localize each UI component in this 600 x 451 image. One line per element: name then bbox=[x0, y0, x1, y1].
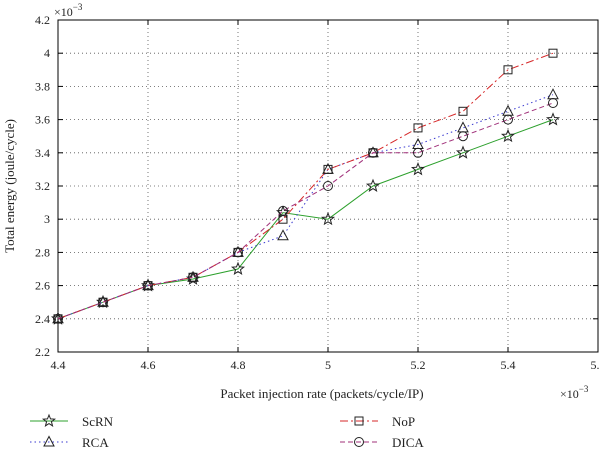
y-tick-label: 2.6 bbox=[35, 279, 50, 293]
y-tick-label: 3.2 bbox=[35, 179, 50, 193]
data-point-dica bbox=[233, 247, 243, 258]
y-tick-label: 3.8 bbox=[35, 79, 50, 93]
y-tick-label: 3.6 bbox=[35, 113, 50, 127]
series-line-rca bbox=[57, 94, 554, 320]
x-tick-label: 4.4 bbox=[51, 358, 66, 372]
legend-label-scrn: ScRN bbox=[82, 414, 114, 429]
data-point-scrn bbox=[365, 178, 381, 192]
x-exponent: ×10−3 bbox=[560, 384, 589, 401]
data-point-dica bbox=[278, 205, 288, 216]
tick-labels: 4.4 4.6 4.8 5 5.2 5.4 5.6 2.2 2.4 2.6 2.8 3 3.2 3.4 3.… bbox=[35, 13, 600, 372]
data-point-dica bbox=[53, 313, 63, 324]
data-point-dica bbox=[548, 98, 558, 108]
data-point-scrn bbox=[455, 145, 471, 159]
y-tick-label: 3 bbox=[44, 212, 50, 226]
data-point-dica bbox=[98, 297, 108, 308]
series-dica bbox=[53, 98, 558, 324]
data-point-dica bbox=[143, 280, 153, 291]
data-point-dica bbox=[413, 147, 423, 158]
data-point-nop bbox=[503, 65, 513, 75]
y-axis-label: Total energy (joule/cycle) bbox=[2, 119, 17, 253]
data-point-dica bbox=[368, 147, 378, 158]
legend-label-rca: RCA bbox=[82, 435, 109, 450]
data-point-scrn bbox=[320, 211, 336, 226]
data-point-nop bbox=[323, 164, 333, 174]
y-tick-label: 4 bbox=[44, 46, 50, 60]
data-point-scrn bbox=[230, 261, 246, 275]
legend: ScRN RCA NoP DICA bbox=[30, 413, 424, 450]
data-point-dica bbox=[323, 181, 333, 191]
data-point-nop bbox=[548, 48, 558, 58]
y-tick-label: 3.4 bbox=[35, 146, 50, 160]
x-tick-label: 5.6 bbox=[591, 358, 600, 372]
series-scrn bbox=[50, 112, 561, 325]
plot-frame bbox=[57, 19, 599, 353]
y-tick-label: 2.2 bbox=[35, 345, 50, 359]
y-tick-label: 4.2 bbox=[35, 13, 50, 27]
legend-label-nop: NoP bbox=[392, 414, 415, 429]
grid bbox=[58, 20, 598, 352]
legend-marker-rca bbox=[43, 435, 55, 447]
axes bbox=[57, 19, 599, 353]
y-exponent: ×10−3 bbox=[54, 2, 83, 19]
data-point-scrn bbox=[545, 112, 561, 126]
series-line-dica bbox=[57, 102, 554, 320]
data-point-dica bbox=[458, 131, 468, 142]
legend-marker-nop bbox=[354, 416, 364, 426]
y-tick-label: 2.8 bbox=[35, 245, 50, 259]
y-tick-label: 2.4 bbox=[35, 312, 50, 326]
legend-item-rca: RCA bbox=[30, 435, 109, 450]
data-point-dica bbox=[188, 272, 198, 283]
legend-marker-dica bbox=[354, 437, 364, 447]
data-point-scrn bbox=[410, 162, 426, 176]
legend-item-scrn: ScRN bbox=[30, 413, 114, 429]
legend-item-nop: NoP bbox=[340, 414, 415, 429]
series-lines bbox=[50, 48, 561, 325]
series-rca bbox=[52, 88, 559, 324]
data-point-nop bbox=[458, 106, 468, 116]
data-point-nop bbox=[413, 123, 423, 133]
x-tick-label: 4.8 bbox=[231, 358, 246, 372]
x-tick-label: 5.2 bbox=[411, 358, 426, 372]
x-axis-label: Packet injection rate (packets/cycle/IP) bbox=[220, 386, 423, 401]
data-point-dica bbox=[503, 114, 513, 125]
data-point-rca bbox=[547, 88, 559, 100]
data-point-rca bbox=[457, 121, 469, 133]
legend-item-dica: DICA bbox=[340, 435, 424, 450]
legend-marker-scrn bbox=[41, 413, 57, 427]
data-point-rca bbox=[502, 104, 514, 116]
x-tick-label: 5.4 bbox=[501, 358, 516, 372]
legend-label-dica: DICA bbox=[392, 435, 424, 450]
x-tick-label: 4.6 bbox=[141, 358, 156, 372]
data-point-rca bbox=[277, 229, 289, 241]
x-tick-label: 5 bbox=[325, 358, 331, 372]
series-nop bbox=[53, 48, 558, 324]
data-point-scrn bbox=[500, 128, 516, 143]
series-line-nop bbox=[57, 52, 554, 320]
